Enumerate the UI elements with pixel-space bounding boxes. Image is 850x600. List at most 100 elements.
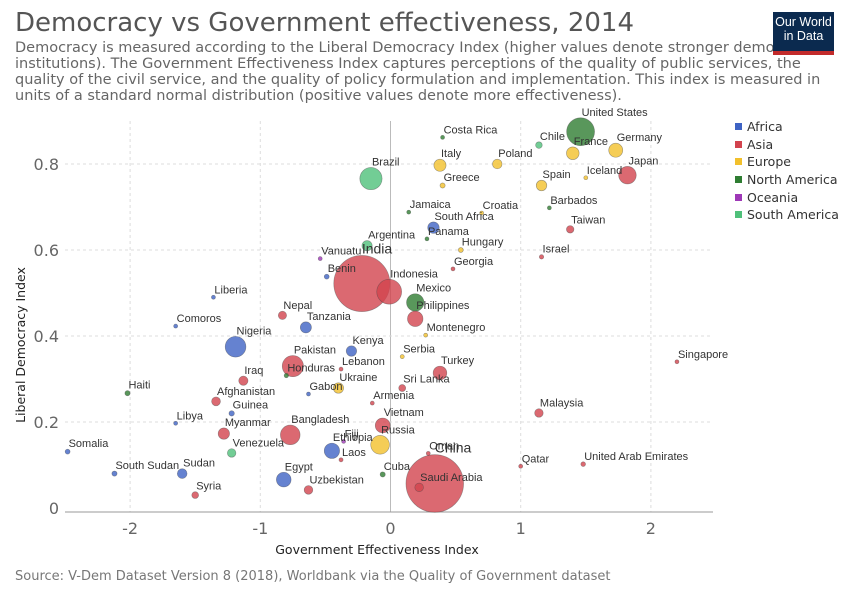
legend-item[interactable]: South America: [735, 206, 839, 224]
legend-item[interactable]: North America: [735, 171, 839, 189]
data-point[interactable]: [299, 321, 312, 334]
data-point[interactable]: [414, 482, 424, 493]
data-point[interactable]: [376, 278, 402, 305]
point-label: Sudan: [183, 458, 215, 470]
data-point[interactable]: [224, 336, 247, 358]
legend-item[interactable]: Oceania: [735, 188, 839, 206]
legend-label: Africa: [747, 119, 783, 135]
data-point[interactable]: [583, 175, 589, 181]
data-point[interactable]: [479, 210, 484, 216]
data-point[interactable]: [450, 266, 456, 272]
data-point[interactable]: [539, 254, 545, 260]
data-point[interactable]: [228, 410, 235, 417]
data-point[interactable]: [280, 424, 301, 446]
data-point[interactable]: [217, 427, 230, 440]
data-point[interactable]: [608, 142, 624, 158]
data-point[interactable]: [407, 310, 424, 327]
data-point[interactable]: [173, 323, 178, 329]
logo-line-2: in Data: [783, 29, 824, 43]
point-label: Turkey: [441, 355, 475, 367]
point-label: Taiwan: [571, 215, 605, 227]
data-point[interactable]: [177, 468, 188, 479]
data-point[interactable]: [345, 345, 357, 357]
grid-lines: [65, 121, 713, 513]
data-point[interactable]: [566, 146, 580, 160]
data-point[interactable]: [423, 332, 428, 338]
data-point[interactable]: [535, 179, 548, 192]
data-point[interactable]: [303, 485, 314, 495]
data-point[interactable]: [211, 294, 216, 300]
data-point[interactable]: [173, 420, 178, 426]
data-point[interactable]: [424, 236, 430, 242]
data-point[interactable]: [359, 167, 383, 191]
x-tick-label: -1: [252, 519, 268, 538]
data-point[interactable]: [323, 273, 330, 280]
point-label: Oman: [429, 440, 459, 452]
data-point[interactable]: [283, 373, 289, 379]
data-point[interactable]: [374, 417, 391, 434]
legend-swatch: [735, 140, 742, 148]
legend-item[interactable]: Europe: [735, 153, 839, 171]
x-tick-label: 2: [646, 519, 656, 538]
data-point[interactable]: [238, 375, 249, 386]
point-label: Somalia: [69, 438, 110, 450]
data-point[interactable]: [566, 225, 575, 234]
data-point[interactable]: [425, 451, 431, 456]
data-point[interactable]: [338, 457, 344, 463]
data-point[interactable]: [406, 209, 412, 215]
data-point[interactable]: [535, 141, 543, 149]
legend-item[interactable]: Africa: [735, 118, 839, 136]
data-point[interactable]: [64, 448, 71, 455]
data-point[interactable]: [361, 240, 373, 252]
point-label: Iraq: [244, 365, 263, 377]
point-label: Ethiopia: [333, 432, 374, 444]
data-point[interactable]: [432, 365, 448, 381]
data-point[interactable]: [580, 461, 586, 467]
data-point[interactable]: [341, 439, 346, 444]
data-point[interactable]: [124, 390, 131, 397]
data-point[interactable]: [370, 435, 390, 455]
y-tick-label: 0.6: [34, 241, 59, 260]
data-point[interactable]: [379, 471, 386, 478]
data-point[interactable]: [323, 442, 340, 459]
y-tick-label: 0.8: [34, 155, 59, 174]
point-label: Laos: [342, 447, 366, 459]
data-point[interactable]: [440, 135, 445, 140]
owid-logo[interactable]: Our World in Data: [773, 12, 834, 55]
data-point[interactable]: [458, 247, 464, 253]
y-tick-label: 0: [49, 499, 59, 518]
data-point[interactable]: [306, 391, 311, 397]
data-point[interactable]: [405, 454, 464, 513]
data-point[interactable]: [111, 470, 118, 477]
data-point[interactable]: [566, 117, 595, 147]
data-point[interactable]: [281, 355, 304, 378]
point-label: Chile: [540, 131, 565, 143]
data-point[interactable]: [547, 205, 552, 211]
legend-label: Europe: [747, 154, 791, 170]
data-point[interactable]: [534, 408, 544, 418]
data-point[interactable]: [332, 382, 344, 394]
data-point[interactable]: [398, 384, 407, 392]
data-point[interactable]: [518, 463, 524, 469]
data-point[interactable]: [369, 400, 375, 406]
data-point[interactable]: [227, 448, 237, 458]
data-point[interactable]: [211, 396, 221, 407]
data-point[interactable]: [427, 221, 440, 234]
data-point[interactable]: [433, 158, 447, 172]
data-point[interactable]: [439, 182, 446, 189]
point-label: Myanmar: [225, 417, 271, 429]
data-point[interactable]: [492, 158, 503, 170]
point-label: Nigeria: [237, 325, 273, 337]
data-point[interactable]: [317, 256, 323, 261]
data-point[interactable]: [278, 310, 287, 320]
point-label: Philippines: [416, 300, 470, 312]
point-label: Georgia: [454, 256, 494, 268]
data-point[interactable]: [338, 366, 344, 372]
legend-item[interactable]: Asia: [735, 136, 839, 154]
data-point[interactable]: [674, 359, 680, 365]
data-point[interactable]: [276, 471, 292, 488]
data-point[interactable]: [191, 491, 199, 499]
data-point[interactable]: [399, 354, 405, 360]
point-label: Vietnam: [384, 407, 424, 419]
data-point[interactable]: [618, 166, 637, 185]
